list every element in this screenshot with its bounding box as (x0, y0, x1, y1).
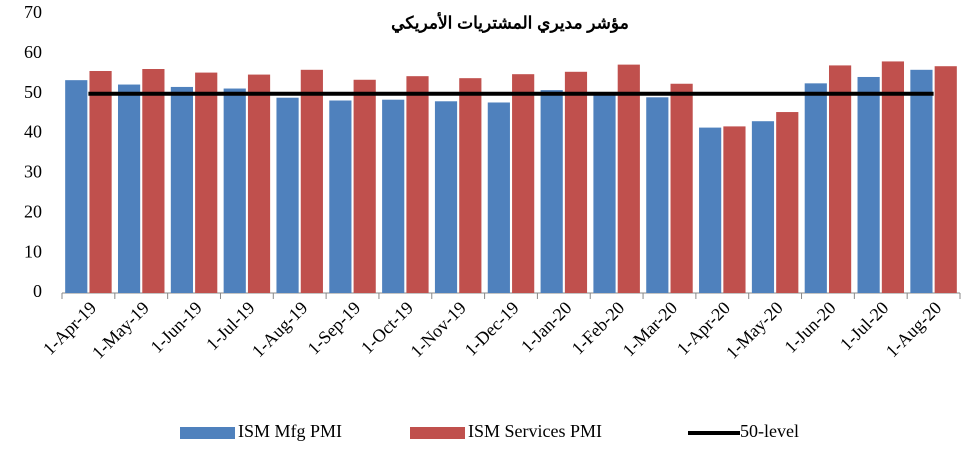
bar (117, 84, 141, 293)
bar (723, 126, 746, 293)
bar (593, 93, 616, 294)
bar (751, 121, 775, 293)
bar (857, 76, 880, 293)
x-tick-label: 1-May-19 (88, 298, 153, 363)
bar (699, 127, 722, 293)
bar (329, 100, 352, 294)
bar (65, 80, 88, 293)
bar (804, 83, 827, 293)
bar (881, 61, 905, 294)
y-tick-label: 0 (33, 281, 42, 301)
y-tick-label: 50 (24, 82, 42, 102)
x-tick-label: 1-Feb-20 (568, 298, 629, 359)
bar (89, 70, 112, 293)
x-tick-label: 1-Jan-20 (517, 298, 576, 357)
y-tick-label: 10 (24, 241, 42, 261)
chart-title: مؤشر مديري المشتريات الأمريكي (391, 11, 629, 33)
bar (170, 86, 194, 293)
x-tick-label: 1-Jun-19 (146, 298, 205, 357)
bar (406, 76, 429, 293)
bar (910, 69, 933, 293)
y-tick-label: 30 (24, 162, 42, 182)
x-tick-label: 1-Aug-19 (248, 298, 312, 362)
y-tick-label: 70 (24, 2, 42, 22)
bar (512, 74, 535, 293)
bar (934, 66, 957, 293)
x-tick-label: 1-Sep-19 (303, 298, 364, 359)
legend-label: 50-level (740, 421, 799, 441)
bar (540, 90, 563, 294)
bar (670, 83, 693, 293)
bar (276, 97, 299, 293)
bar (646, 97, 669, 294)
bar (459, 78, 482, 293)
legend-swatch (180, 427, 235, 439)
x-tick-label: 1-May-20 (722, 298, 787, 363)
y-tick-label: 20 (24, 201, 42, 221)
y-tick-label: 60 (24, 42, 42, 62)
x-tick-label: 1-Nov-19 (406, 298, 470, 362)
bar (142, 69, 165, 293)
legend-label: ISM Mfg PMI (238, 421, 342, 441)
x-tick-label: 1-Mar-20 (619, 298, 682, 361)
bar (300, 69, 323, 293)
bar (487, 102, 510, 294)
bar (353, 79, 376, 293)
bar (247, 74, 271, 293)
x-tick-label: 1-Aug-20 (882, 298, 946, 362)
bar (223, 88, 246, 293)
bar (776, 112, 799, 293)
legend-label: ISM Services PMI (468, 421, 602, 441)
legend-swatch (410, 427, 465, 439)
bar (828, 65, 852, 293)
bar (434, 101, 458, 293)
bar (564, 71, 588, 294)
x-tick-label: 1-Jun-20 (780, 298, 839, 357)
x-tick-label: 1-Dec-19 (461, 298, 523, 360)
y-tick-label: 40 (24, 122, 42, 142)
bar (617, 64, 640, 294)
bar (195, 72, 218, 293)
bar (382, 99, 405, 293)
